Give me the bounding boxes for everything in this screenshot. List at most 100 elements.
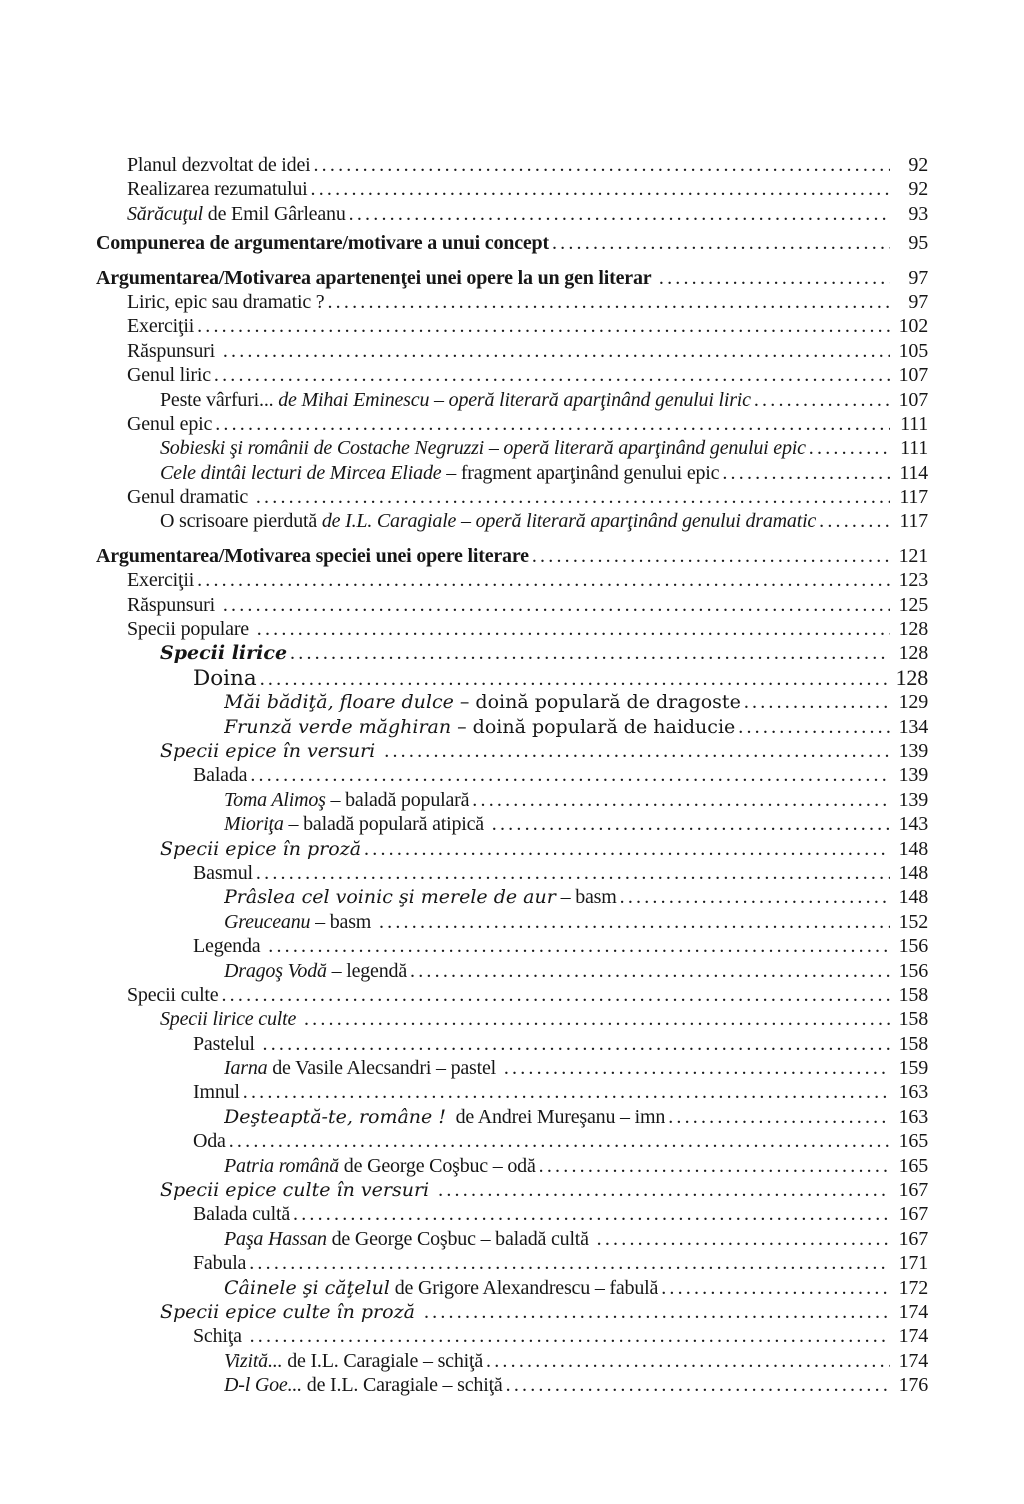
page-number: 111 bbox=[900, 412, 928, 435]
dot-leader: ........................................… bbox=[222, 339, 890, 362]
page-number: 167 bbox=[898, 1179, 929, 1202]
entry-title: Patria română de George Coşbuc – odă bbox=[224, 1154, 536, 1177]
toc-entry: Specii epice culte în proză ............… bbox=[96, 1300, 928, 1324]
entry-title: Specii populare bbox=[127, 618, 254, 641]
page-number: 128 bbox=[898, 618, 929, 641]
toc-entry: Realizarea rezumatului..................… bbox=[96, 177, 928, 201]
page-number: 107 bbox=[898, 388, 929, 411]
dot-leader: ........................................… bbox=[819, 510, 890, 533]
toc-entry: Argumentarea/Motivarea speciei unei oper… bbox=[96, 544, 928, 568]
toc-entry: Schiţa .................................… bbox=[96, 1324, 928, 1348]
dot-leader: ........................................… bbox=[221, 983, 890, 1006]
dot-leader: ........................................… bbox=[197, 315, 890, 338]
toc-entry: Balada cultă............................… bbox=[96, 1202, 928, 1226]
entry-title: Fabula bbox=[193, 1252, 247, 1275]
entry-title: Iarna de Vasile Alecsandri – pastel bbox=[224, 1057, 501, 1080]
dot-leader: ........................................… bbox=[491, 813, 890, 836]
toc-entry: Exerciţii...............................… bbox=[96, 568, 928, 592]
toc-entry: Imnul...................................… bbox=[96, 1080, 928, 1104]
toc-entry: Răspunsuri .............................… bbox=[96, 339, 928, 363]
toc-entry: Liric, epic sau dramatic ?..............… bbox=[96, 290, 928, 314]
toc-entry: Cele dintâi lecturi de Mircea Eliade – f… bbox=[96, 461, 928, 485]
toc-entry: Specii epice în proză...................… bbox=[96, 837, 928, 861]
entry-title: Paşa Hassan de George Coşbuc – baladă cu… bbox=[224, 1227, 594, 1250]
page-number: 163 bbox=[898, 1081, 929, 1104]
dot-leader: ........................................… bbox=[438, 1179, 890, 1202]
entry-title: Greuceanu – basm bbox=[224, 910, 376, 933]
page-number: 128 bbox=[898, 642, 929, 665]
dot-leader: ........................................… bbox=[249, 1325, 890, 1348]
page-number: 117 bbox=[899, 486, 928, 509]
entry-title: Mioriţa – baladă populară atipică bbox=[224, 813, 489, 836]
entry-title: Schiţa bbox=[193, 1325, 247, 1348]
dot-leader: ........................................… bbox=[327, 290, 890, 313]
dot-leader: ........................................… bbox=[303, 1008, 890, 1031]
toc-entry: Greuceanu – basm .......................… bbox=[96, 910, 928, 934]
page-number: 129 bbox=[898, 691, 929, 714]
entry-title: Genul liric bbox=[127, 364, 211, 387]
entry-title: Cele dintâi lecturi de Mircea Eliade – f… bbox=[160, 461, 720, 484]
toc-entry: Măi bădiţă, floare dulce – doină popular… bbox=[96, 690, 928, 714]
dot-leader: ........................................… bbox=[250, 764, 890, 787]
toc-entry: Genul epic..............................… bbox=[96, 412, 928, 436]
dot-leader: ........................................… bbox=[722, 461, 890, 484]
toc-entry: Sobieski şi românii de Costache Negruzzi… bbox=[96, 436, 928, 460]
dot-leader: ........................................… bbox=[596, 1227, 890, 1250]
dot-leader: ........................................… bbox=[268, 935, 890, 958]
entry-title: Specii lirice bbox=[160, 642, 288, 665]
page-number: 156 bbox=[898, 959, 929, 982]
toc-entry: O scrisoare pierdută de I.L. Caragiale –… bbox=[96, 509, 928, 533]
toc-entry: Vizită... de I.L. Caragiale – schiţă....… bbox=[96, 1349, 928, 1373]
page-number: 123 bbox=[898, 569, 929, 592]
page-number: 139 bbox=[898, 788, 929, 811]
toc-entry: Specii epice culte în versuri ..........… bbox=[96, 1178, 928, 1202]
entry-title: Balada cultă bbox=[193, 1203, 290, 1226]
dot-leader: ........................................… bbox=[348, 202, 890, 225]
toc-entry: Frunză verde măghiran – doină populară d… bbox=[96, 715, 928, 739]
entry-title: O scrisoare pierdută de I.L. Caragiale –… bbox=[160, 510, 817, 533]
page-number: 114 bbox=[899, 461, 928, 484]
dot-leader: ........................................… bbox=[551, 232, 890, 255]
entry-title: Genul epic bbox=[127, 412, 213, 435]
page-number: 148 bbox=[898, 837, 929, 860]
toc-entry: Sărăcuţul de Emil Gârleanu..............… bbox=[96, 202, 928, 226]
dot-leader: ........................................… bbox=[262, 1032, 890, 1055]
toc-entry: Balada..................................… bbox=[96, 763, 928, 787]
entry-title: Pastelul bbox=[193, 1032, 260, 1055]
entry-title: Deşteaptă-te, române ! de Andrei Mureşan… bbox=[224, 1105, 666, 1128]
toc-entry: Specii culte............................… bbox=[96, 983, 928, 1007]
page-number: 174 bbox=[898, 1300, 929, 1323]
entry-title: Genul dramatic bbox=[127, 486, 253, 509]
page-number: 139 bbox=[898, 739, 929, 762]
entry-title: Specii epice culte în versuri bbox=[160, 1179, 436, 1202]
entry-title: Sobieski şi românii de Costache Negruzzi… bbox=[160, 437, 806, 460]
entry-title: Frunză verde măghiran – doină populară d… bbox=[224, 715, 736, 738]
page-number: 111 bbox=[900, 437, 928, 460]
dot-leader: ........................................… bbox=[668, 1105, 890, 1128]
toc-entry: Fabula..................................… bbox=[96, 1251, 928, 1275]
toc-entry: Prâslea cel voinic şi merele de aur – ba… bbox=[96, 885, 928, 909]
toc-entry: Pastelul ...............................… bbox=[96, 1032, 928, 1056]
toc-entry: Peste vârfuri... de Mihai Eminescu – ope… bbox=[96, 388, 928, 412]
entry-title: Toma Alimoş – baladă populară bbox=[224, 788, 470, 811]
dot-leader: ........................................… bbox=[472, 788, 890, 811]
page-number: 102 bbox=[898, 315, 929, 338]
page-number: 128 bbox=[895, 664, 929, 690]
dot-leader: ........................................… bbox=[505, 1374, 890, 1397]
dot-leader: ........................................… bbox=[378, 910, 890, 933]
toc-entry: Specii epice în versuri ................… bbox=[96, 739, 928, 763]
dot-leader: ........................................… bbox=[808, 437, 890, 460]
dot-leader: ........................................… bbox=[503, 1057, 890, 1080]
page-number: 139 bbox=[898, 764, 929, 787]
page-number: 159 bbox=[898, 1057, 929, 1080]
page-number: 121 bbox=[898, 544, 929, 567]
dot-leader: ........................................… bbox=[293, 1203, 890, 1226]
dot-leader: ........................................… bbox=[658, 266, 890, 289]
dot-leader: ........................................… bbox=[222, 593, 890, 616]
entry-title: Specii culte bbox=[127, 983, 219, 1006]
page-number: 92 bbox=[908, 178, 928, 201]
page-number: 95 bbox=[908, 232, 928, 255]
page-number: 165 bbox=[898, 1154, 929, 1177]
entry-title: Balada bbox=[193, 764, 248, 787]
